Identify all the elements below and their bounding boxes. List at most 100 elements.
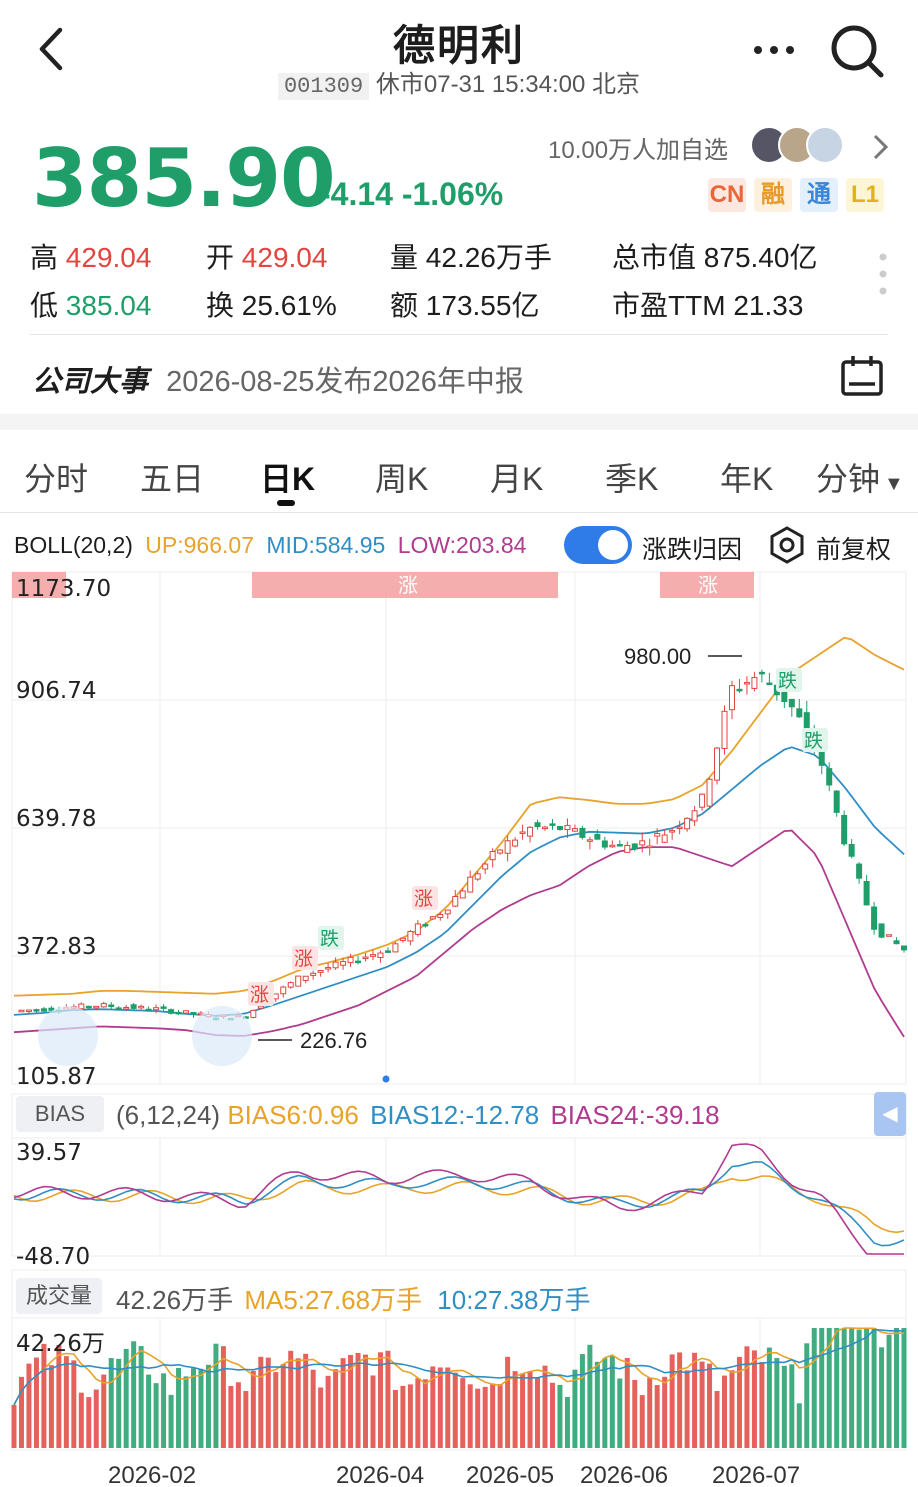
- candle: [706, 778, 713, 807]
- watchlist-count[interactable]: 10.00万人加自选: [548, 137, 729, 164]
- collapse-panel-button[interactable]: ◀: [874, 1092, 906, 1136]
- up-tag[interactable]: [292, 946, 318, 970]
- up-zone-marker[interactable]: [252, 572, 558, 598]
- candle: [190, 1012, 197, 1015]
- candle: [100, 1003, 107, 1008]
- candle: [93, 1005, 100, 1009]
- chevron-left-icon[interactable]: [36, 26, 66, 72]
- boll-name: BOLL(20,2): [14, 532, 133, 558]
- volume-bar: [871, 1328, 877, 1448]
- candle: [467, 876, 474, 893]
- search-icon[interactable]: [828, 22, 886, 80]
- candle: [280, 986, 287, 995]
- volume-bar: [220, 1346, 226, 1448]
- svg-text:跌: 跌: [804, 730, 823, 752]
- gear-icon[interactable]: [768, 526, 806, 564]
- down-tag[interactable]: [776, 668, 802, 692]
- up-zone-marker[interactable]: [660, 572, 754, 598]
- volume-bar: [228, 1386, 234, 1448]
- volume-bar: [849, 1328, 855, 1448]
- volume-bar: [684, 1370, 690, 1448]
- candle: [684, 817, 691, 830]
- svg-text:涨: 涨: [250, 984, 269, 1006]
- vertical-more-icon[interactable]: [878, 252, 888, 296]
- volume-bar: [535, 1377, 541, 1448]
- volume-bar: [520, 1373, 526, 1448]
- volume-bar: [310, 1369, 316, 1448]
- boll-legend: BOLL(20,2) UP:966.07 MID:584.95 LOW:203.…: [14, 532, 526, 559]
- scroll-left-icon[interactable]: [38, 1006, 98, 1066]
- bias-y-min: -48.70: [16, 1244, 91, 1270]
- candle: [78, 1003, 85, 1010]
- volume-bar: [138, 1346, 144, 1448]
- y-tick-label: 105.87: [16, 1064, 97, 1090]
- company-event[interactable]: 公司大事 2026-08-25发布2026年中报: [32, 358, 524, 400]
- tab-quarterly-k[interactable]: 季K: [605, 461, 659, 497]
- divider: [0, 512, 918, 513]
- bias-indicator-button[interactable]: BIAS: [16, 1096, 104, 1132]
- volume-bar: [736, 1356, 742, 1448]
- tab-daily-k[interactable]: 日K: [260, 461, 316, 497]
- volume-bar: [63, 1356, 69, 1448]
- stat-high: 高 429.04: [30, 242, 152, 273]
- volume-bar: [490, 1383, 496, 1448]
- volume-bar: [333, 1369, 339, 1448]
- volume-bar: [348, 1354, 354, 1448]
- badge-connect[interactable]: 通: [800, 178, 838, 212]
- volume-bar: [295, 1358, 301, 1448]
- volume-bar: [445, 1367, 451, 1448]
- attribution-label: 涨跌归因: [642, 536, 743, 564]
- badge-l1[interactable]: L1: [846, 178, 884, 212]
- kline-chart[interactable]: 涨 涨 980.00 226.76 涨 涨 跌 涨 跌 跌: [0, 570, 918, 1470]
- zoom-icon[interactable]: [192, 1006, 252, 1066]
- volume-bar: [11, 1404, 17, 1448]
- tab-yearly-k[interactable]: 年K: [720, 461, 774, 497]
- more-icon[interactable]: [752, 40, 796, 60]
- volume-bar: [303, 1353, 309, 1448]
- up-tag[interactable]: [248, 982, 274, 1006]
- volume-indicator-button[interactable]: 成交量: [16, 1278, 102, 1314]
- volume-bar: [86, 1397, 92, 1448]
- candle: [766, 682, 773, 686]
- candle: [803, 712, 810, 729]
- stock-badges: CN 融 通 L1: [708, 178, 884, 212]
- up-zone-label: 涨: [398, 574, 418, 597]
- candle: [340, 961, 347, 966]
- attribution-toggle[interactable]: [564, 526, 632, 564]
- chevron-right-icon[interactable]: [870, 132, 892, 162]
- candle: [429, 916, 436, 920]
- candle: [392, 943, 399, 953]
- x-tick-label: 2026-04: [336, 1462, 425, 1487]
- boll-low: LOW:203.84: [397, 532, 527, 558]
- candle: [332, 961, 339, 969]
- follower-avatars[interactable]: [750, 126, 844, 164]
- down-tag[interactable]: [318, 926, 344, 950]
- volume-bar: [751, 1350, 757, 1448]
- calendar-icon[interactable]: [840, 354, 884, 398]
- volume-bar: [482, 1386, 488, 1448]
- adjust-mode-label[interactable]: 前复权: [816, 536, 892, 564]
- event-label: 公司大事: [32, 366, 149, 398]
- candle: [669, 830, 676, 833]
- volume-bar: [804, 1343, 810, 1448]
- tab-weekly-k[interactable]: 周K: [375, 461, 429, 497]
- badge-cn[interactable]: CN: [708, 178, 746, 212]
- down-tag[interactable]: [802, 728, 828, 752]
- volume-bar: [505, 1356, 511, 1448]
- volume-bar: [841, 1328, 847, 1448]
- stock-status: 001309 休市07-31 15:34:00 北京: [0, 64, 918, 100]
- volume-bar: [33, 1357, 39, 1448]
- tab-intraday[interactable]: 分时: [24, 461, 89, 497]
- candle: [489, 851, 496, 861]
- badge-margin[interactable]: 融: [754, 178, 792, 212]
- stat-volume: 量 42.26万手: [390, 242, 552, 273]
- up-tag[interactable]: [412, 886, 438, 910]
- tab-five-day[interactable]: 五日: [140, 461, 205, 497]
- tab-monthly-k[interactable]: 月K: [490, 461, 544, 497]
- event-text: 2026-08-25发布2026年中报: [166, 366, 524, 398]
- candle: [661, 834, 668, 843]
- boll-low-line: [13, 829, 905, 1038]
- tab-minute[interactable]: 分钟 ▼: [816, 461, 904, 497]
- candle: [901, 945, 907, 951]
- candle: [250, 1009, 257, 1018]
